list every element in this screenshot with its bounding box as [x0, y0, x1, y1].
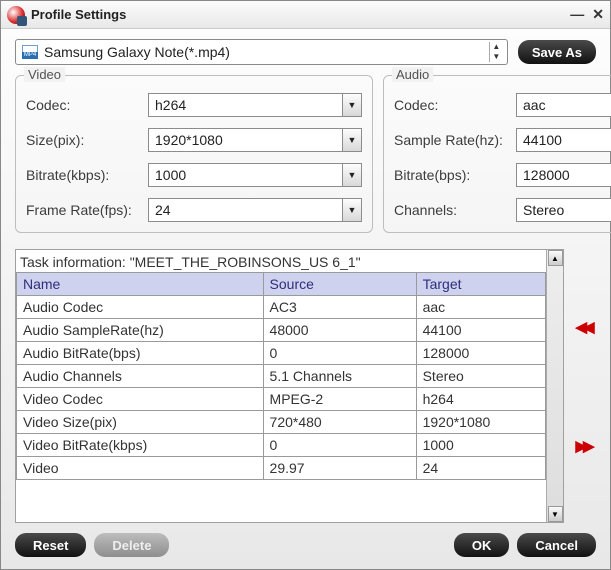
- table-cell: Stereo: [416, 365, 545, 388]
- audio-channels-input[interactable]: [516, 198, 611, 222]
- footer: Reset Delete OK Cancel: [1, 523, 610, 569]
- task-panel: Task information: "MEET_THE_ROBINSONS_US…: [15, 249, 564, 523]
- scroll-down-button[interactable]: ▼: [548, 506, 563, 522]
- table-row[interactable]: Audio BitRate(bps)0128000: [17, 342, 546, 365]
- audio-bitrate-label: Bitrate(bps):: [394, 167, 516, 183]
- audio-bitrate-input[interactable]: [516, 163, 611, 187]
- video-bitrate-combo[interactable]: ▼: [148, 163, 362, 187]
- settings-groups: Video Codec: ▼ Size(pix): ▼ Bitrate(kbps…: [1, 71, 610, 241]
- vertical-scrollbar[interactable]: ▲ ▼: [546, 250, 563, 522]
- task-header: Task information: "MEET_THE_ROBINSONS_US…: [16, 250, 546, 272]
- video-fps-combo[interactable]: ▼: [148, 198, 362, 222]
- table-cell: h264: [416, 388, 545, 411]
- video-fps-label: Frame Rate(fps):: [26, 202, 148, 218]
- scroll-up-button[interactable]: ▲: [548, 250, 563, 266]
- table-row[interactable]: Video CodecMPEG-2h264: [17, 388, 546, 411]
- prev-task-button[interactable]: ◀◀: [575, 318, 590, 336]
- audio-legend: Audio: [392, 67, 433, 82]
- video-codec-combo[interactable]: ▼: [148, 93, 362, 117]
- table-cell: Video Size(pix): [17, 411, 264, 434]
- video-bitrate-label: Bitrate(kbps):: [26, 167, 148, 183]
- table-cell: AC3: [263, 296, 416, 319]
- table-header[interactable]: Target: [416, 273, 545, 296]
- profile-name: Samsung Galaxy Note(*.mp4): [44, 44, 489, 60]
- titlebar: Profile Settings — ✕: [1, 1, 610, 29]
- table-cell: MPEG-2: [263, 388, 416, 411]
- profile-bar: Samsung Galaxy Note(*.mp4) ▲▼ Save As: [1, 29, 610, 71]
- table-cell: 720*480: [263, 411, 416, 434]
- table-cell: 24: [416, 457, 545, 480]
- audio-sr-input[interactable]: [516, 128, 611, 152]
- table-cell: aac: [416, 296, 545, 319]
- table-cell: Audio BitRate(bps): [17, 342, 264, 365]
- audio-bitrate-combo[interactable]: ▼: [516, 163, 611, 187]
- video-fps-input[interactable]: [148, 198, 342, 222]
- cancel-button[interactable]: Cancel: [517, 533, 596, 557]
- table-cell: 44100: [416, 319, 545, 342]
- video-size-label: Size(pix):: [26, 132, 148, 148]
- profile-settings-window: Profile Settings — ✕ Samsung Galaxy Note…: [0, 0, 611, 570]
- video-codec-label: Codec:: [26, 97, 148, 113]
- audio-codec-label: Codec:: [394, 97, 516, 113]
- video-size-input[interactable]: [148, 128, 342, 152]
- table-row[interactable]: Video BitRate(kbps)01000: [17, 434, 546, 457]
- video-legend: Video: [24, 67, 65, 82]
- delete-button[interactable]: Delete: [94, 533, 169, 557]
- table-row[interactable]: Audio CodecAC3aac: [17, 296, 546, 319]
- task-table-scroll: NameSourceTarget Audio CodecAC3aacAudio …: [16, 272, 546, 522]
- dropdown-icon[interactable]: ▼: [342, 198, 362, 222]
- dropdown-icon[interactable]: ▼: [342, 163, 362, 187]
- reset-button[interactable]: Reset: [15, 533, 86, 557]
- table-header[interactable]: Source: [263, 273, 416, 296]
- minimize-button[interactable]: —: [570, 6, 584, 23]
- table-cell: 48000: [263, 319, 416, 342]
- audio-sr-label: Sample Rate(hz):: [394, 132, 516, 148]
- table-cell: Video BitRate(kbps): [17, 434, 264, 457]
- save-as-button[interactable]: Save As: [518, 40, 596, 64]
- table-row[interactable]: Video Size(pix)720*4801920*1080: [17, 411, 546, 434]
- table-row[interactable]: Audio Channels5.1 ChannelsStereo: [17, 365, 546, 388]
- window-title: Profile Settings: [31, 7, 570, 22]
- table-cell: 5.1 Channels: [263, 365, 416, 388]
- close-button[interactable]: ✕: [592, 6, 604, 23]
- table-cell: 128000: [416, 342, 545, 365]
- profile-select[interactable]: Samsung Galaxy Note(*.mp4) ▲▼: [15, 39, 508, 65]
- audio-codec-input[interactable]: [516, 93, 611, 117]
- video-codec-input[interactable]: [148, 93, 342, 117]
- task-table: NameSourceTarget Audio CodecAC3aacAudio …: [16, 272, 546, 480]
- table-cell: Video Codec: [17, 388, 264, 411]
- window-controls: — ✕: [570, 6, 604, 23]
- table-cell: 1000: [416, 434, 545, 457]
- audio-codec-combo[interactable]: ▼: [516, 93, 611, 117]
- video-bitrate-input[interactable]: [148, 163, 342, 187]
- table-row[interactable]: Video29.9724: [17, 457, 546, 480]
- table-cell: 0: [263, 342, 416, 365]
- table-cell: 0: [263, 434, 416, 457]
- mp4-icon: [22, 45, 38, 59]
- audio-group: Audio Codec: ▼ Sample Rate(hz): ▼ Bitrat…: [383, 75, 611, 233]
- table-cell: Video: [17, 457, 264, 480]
- audio-channels-label: Channels:: [394, 202, 516, 218]
- audio-sr-combo[interactable]: ▼: [516, 128, 611, 152]
- video-size-combo[interactable]: ▼: [148, 128, 362, 152]
- table-cell: Audio SampleRate(hz): [17, 319, 264, 342]
- dropdown-icon[interactable]: ▼: [342, 128, 362, 152]
- task-area: Task information: "MEET_THE_ROBINSONS_US…: [15, 249, 596, 523]
- video-group: Video Codec: ▼ Size(pix): ▼ Bitrate(kbps…: [15, 75, 373, 233]
- table-header[interactable]: Name: [17, 273, 264, 296]
- next-task-button[interactable]: ▶▶: [575, 437, 590, 455]
- table-cell: 29.97: [263, 457, 416, 480]
- dropdown-icon[interactable]: ▼: [342, 93, 362, 117]
- table-cell: Audio Codec: [17, 296, 264, 319]
- table-cell: Audio Channels: [17, 365, 264, 388]
- ok-button[interactable]: OK: [454, 533, 510, 557]
- table-cell: 1920*1080: [416, 411, 545, 434]
- app-icon: [7, 6, 25, 24]
- table-row[interactable]: Audio SampleRate(hz)4800044100: [17, 319, 546, 342]
- nav-arrows: ◀◀ ▶▶: [570, 249, 596, 523]
- profile-spinner[interactable]: ▲▼: [489, 42, 503, 62]
- audio-channels-combo[interactable]: ▼: [516, 198, 611, 222]
